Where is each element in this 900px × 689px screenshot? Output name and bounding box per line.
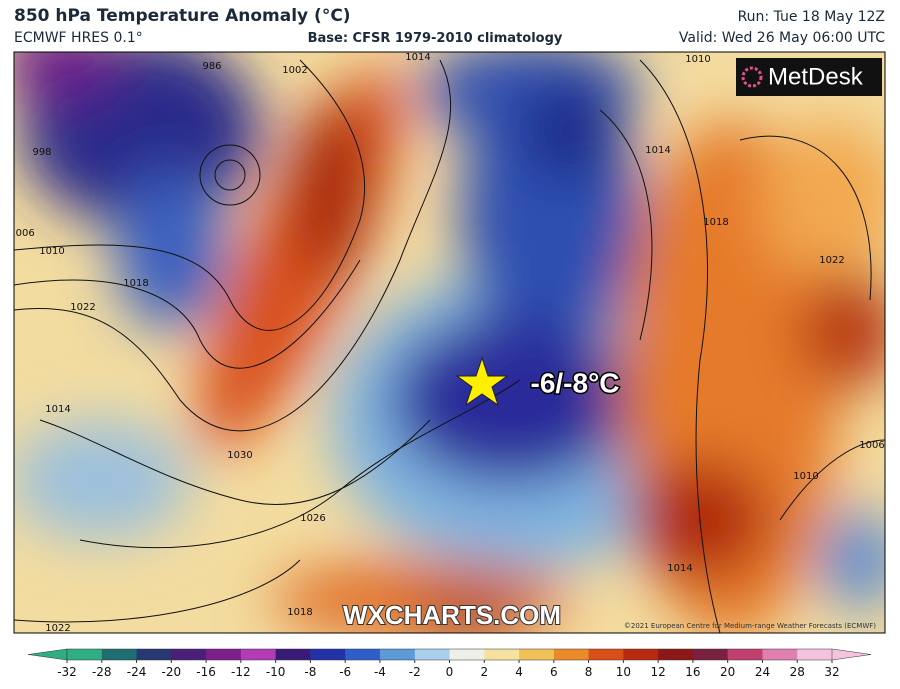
colorbar-segment bbox=[553, 649, 590, 660]
isobar-label: 1014 bbox=[645, 145, 670, 156]
title: 850 hPa Temperature Anomaly (°C) bbox=[14, 6, 351, 26]
isobar-label: 1018 bbox=[287, 607, 312, 618]
annotation: -6/-8°C bbox=[531, 367, 620, 398]
colorbar-segment bbox=[588, 649, 624, 660]
isobar-label: 986 bbox=[202, 61, 221, 72]
colorbar-tick-label: 32 bbox=[824, 665, 839, 679]
colorbar-tick-label: 6 bbox=[550, 665, 558, 679]
colorbar-end bbox=[831, 648, 872, 661]
isobar-label: 1022 bbox=[819, 255, 844, 266]
isobar-label: 1022 bbox=[45, 623, 70, 634]
colorbar-segment bbox=[623, 649, 659, 660]
colorbar-segment bbox=[449, 649, 485, 660]
colorbar-segment bbox=[101, 649, 138, 660]
colorbar-end bbox=[27, 648, 68, 661]
isobar-label: 1014 bbox=[45, 404, 70, 415]
colorbar-tick-label: 0 bbox=[446, 665, 454, 679]
colorbar-tick-label: 10 bbox=[616, 665, 631, 679]
isobar-label: 1014 bbox=[667, 563, 692, 574]
colorbar-segment bbox=[345, 649, 381, 660]
model: ECMWF HRES 0.1° bbox=[14, 30, 143, 46]
map-frame bbox=[13, 51, 886, 634]
colorbar-tick-label: -2 bbox=[409, 665, 421, 679]
colorbar-segment bbox=[379, 649, 416, 660]
isobar-labels: 986 1002 1014 1010 998 1006 1010 1018 1022 1014 10… bbox=[9, 52, 885, 634]
isobar-label: 1006 bbox=[9, 228, 34, 239]
isobar-label: 1030 bbox=[227, 450, 252, 461]
isobar-label: 1010 bbox=[685, 54, 710, 65]
logo-icon bbox=[741, 66, 763, 88]
colorbar-segment bbox=[658, 649, 694, 660]
colorbar-tick-label: 8 bbox=[585, 665, 593, 679]
run: Run: Tue 18 May 12Z bbox=[738, 9, 885, 25]
isobar-label: 1010 bbox=[39, 246, 64, 257]
colorbar-tick-label: 20 bbox=[720, 665, 735, 679]
colorbar-tick-label: 28 bbox=[790, 665, 805, 679]
colorbar-tick-label: -20 bbox=[162, 665, 182, 679]
colorbar-segment bbox=[727, 649, 763, 660]
colorbar-tick-label: 16 bbox=[685, 665, 700, 679]
colorbar-segment bbox=[136, 649, 172, 660]
isobar-label: 1014 bbox=[405, 52, 430, 63]
isobar-label: 1010 bbox=[793, 471, 818, 482]
colorbar-tick-label: -12 bbox=[231, 665, 251, 679]
colorbar-tick-label: -28 bbox=[92, 665, 112, 679]
colorbar-tick-label: 2 bbox=[480, 665, 488, 679]
isobar-label: 1006 bbox=[859, 440, 884, 451]
isobar-label: 1022 bbox=[70, 302, 95, 313]
base: Base: CFSR 1979-2010 climatology bbox=[308, 31, 563, 46]
colorbar-segment bbox=[797, 649, 833, 660]
colorbar: -32 -28 -24 -20 -16 -12 -10 -8 -6 -4 -2 0 2 4 6 8 10 12 16… bbox=[27, 648, 872, 679]
colorbar-tick-label: -6 bbox=[339, 665, 351, 679]
watermark: WXCHARTS.COM bbox=[343, 600, 561, 630]
colorbar-tick-label: -16 bbox=[196, 665, 216, 679]
colorbar-tick-label: 12 bbox=[650, 665, 665, 679]
colorbar-tick-label: -8 bbox=[304, 665, 316, 679]
colorbar-segment bbox=[692, 649, 729, 660]
logo: MetDesk bbox=[768, 63, 864, 90]
colorbar-segment bbox=[414, 649, 450, 660]
isobar-label: 1002 bbox=[282, 65, 307, 76]
colorbar-tick-label: -4 bbox=[374, 665, 386, 679]
colorbar-tick-label: -24 bbox=[127, 665, 147, 679]
colorbar-tick-label: 4 bbox=[515, 665, 523, 679]
map: -6/-8°C WXCHARTS.COM ©2021 European Cent… bbox=[9, 52, 885, 634]
copyright: ©2021 European Centre for Medium-range W… bbox=[624, 622, 876, 630]
colorbar-tick-label: -10 bbox=[266, 665, 286, 679]
isobar-label: 1026 bbox=[300, 513, 325, 524]
colorbar-segment bbox=[275, 649, 311, 660]
colorbar-segment bbox=[484, 649, 520, 660]
colorbar-segment bbox=[762, 649, 798, 660]
colorbar-tick-label: 24 bbox=[755, 665, 770, 679]
colorbar-segment bbox=[206, 649, 242, 660]
colorbar-segment bbox=[67, 649, 103, 660]
colorbar-segment bbox=[240, 649, 277, 660]
colorbar-segment bbox=[519, 649, 555, 660]
isobar-label: 1018 bbox=[123, 278, 148, 289]
colorbar-segment bbox=[171, 649, 207, 660]
isobar-label: 998 bbox=[32, 147, 51, 158]
star-marker bbox=[455, 356, 509, 407]
valid: Valid: Wed 26 May 06:00 UTC bbox=[679, 30, 885, 46]
colorbar-segment bbox=[310, 649, 346, 660]
colorbar-tick-label: -32 bbox=[57, 665, 77, 679]
isobar-label: 1018 bbox=[703, 217, 728, 228]
